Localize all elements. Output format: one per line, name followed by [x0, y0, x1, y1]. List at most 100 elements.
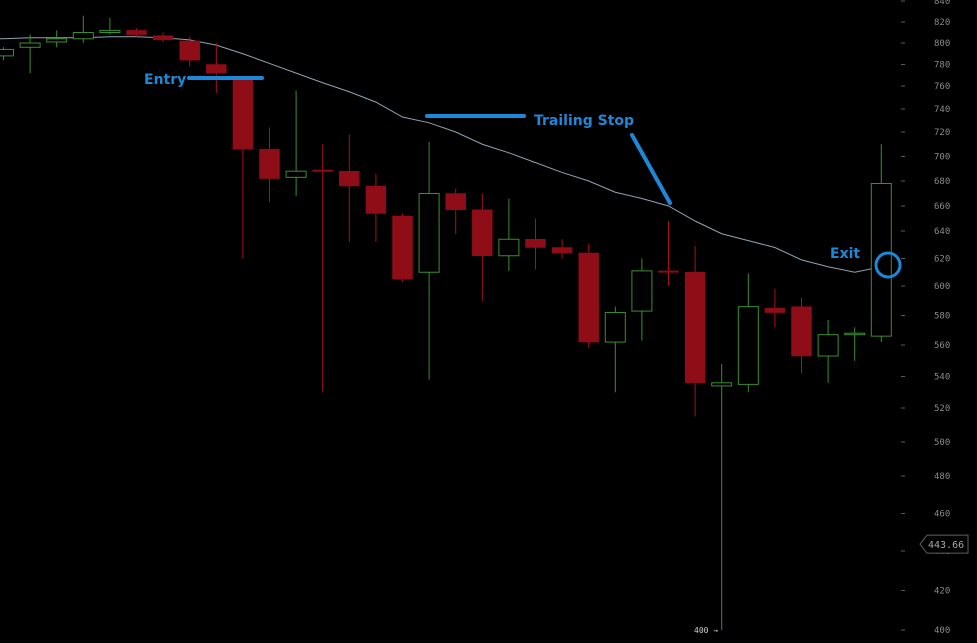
candle-body-down: [658, 270, 679, 273]
candle: [844, 327, 866, 361]
candle-body-down: [578, 252, 599, 343]
tick-label: 680: [934, 177, 950, 187]
candle: [312, 144, 333, 393]
candle-body-down: [684, 272, 706, 384]
candle: [817, 319, 839, 383]
candle-body-up: [19, 42, 41, 48]
candle-body-down: [152, 35, 174, 41]
price-badge: 443.66: [928, 540, 964, 551]
candle: [870, 144, 892, 343]
candle-body-down: [445, 193, 466, 210]
candle: [0, 47, 14, 61]
candle-body-up: [72, 32, 94, 40]
candle: [711, 363, 733, 630]
candle: [578, 243, 599, 349]
candle-body-down: [339, 170, 360, 187]
candle: [126, 28, 147, 37]
low-price-label: 400 →: [694, 626, 718, 635]
candle: [339, 134, 360, 242]
candle: [179, 36, 200, 67]
entry-label: Entry: [144, 72, 186, 88]
candle: [791, 297, 812, 374]
moving-average-line: [0, 36, 882, 273]
tick-label: 780: [934, 61, 950, 71]
candle: [684, 246, 706, 417]
tick-label: 520: [934, 404, 950, 414]
candle: [365, 173, 387, 242]
candle-body-down: [551, 247, 573, 254]
candle: [604, 306, 626, 393]
candle-body-down: [472, 209, 493, 256]
candle-body-up: [99, 29, 121, 33]
candles-layer: [0, 15, 892, 630]
candle: [46, 30, 68, 48]
candle: [418, 141, 440, 380]
tick-label: 800: [934, 39, 950, 49]
candle-body-up: [737, 306, 759, 385]
candle: [472, 193, 493, 301]
candle-body-down: [392, 215, 413, 280]
candle-body-up: [418, 193, 440, 273]
candle-body-down: [764, 307, 786, 313]
candle: [259, 127, 280, 203]
candle: [764, 288, 786, 328]
tick-label: 400: [934, 626, 950, 636]
candle: [631, 258, 653, 341]
tick-label: 700: [934, 153, 950, 163]
annotations-layer: Entry Trailing Stop Exit 400 →: [144, 72, 902, 635]
candle-body-down: [791, 306, 812, 357]
candle: [445, 188, 466, 234]
candle: [72, 15, 94, 43]
candle-body-up: [604, 312, 626, 343]
candle-body-down: [126, 30, 147, 35]
tick-label: 660: [934, 202, 950, 212]
tick-label: 540: [934, 373, 950, 383]
tick-label: 560: [934, 341, 950, 351]
trailing-stop-label: Trailing Stop: [534, 113, 634, 129]
tick-label: 580: [934, 312, 950, 322]
candle: [551, 239, 573, 259]
trailing-stop-pointer: [630, 133, 672, 205]
candle-body-up: [711, 382, 733, 387]
candle: [392, 213, 413, 282]
candle: [152, 32, 174, 42]
candle-body-up: [0, 48, 14, 57]
tick-label: 500: [934, 438, 950, 448]
candle: [19, 34, 41, 74]
tick-label: 820: [934, 18, 950, 28]
candle: [658, 221, 679, 286]
candle-body-down: [232, 78, 254, 150]
exit-label: Exit: [830, 246, 860, 262]
candle-body-up: [498, 238, 520, 257]
tick-label: 740: [934, 105, 950, 115]
candle: [285, 90, 307, 196]
candle: [206, 43, 227, 93]
moving-average-layer: [0, 36, 882, 273]
price-badge-frame: [919, 534, 969, 554]
candle-body-down: [312, 169, 333, 172]
candle-body-up: [817, 334, 839, 357]
candle: [99, 17, 121, 35]
candle-body-up: [46, 38, 68, 43]
tick-label: 760: [934, 82, 950, 92]
candle: [498, 198, 520, 271]
tick-label: 600: [934, 282, 950, 292]
candle-body-down: [525, 239, 546, 248]
candle: [737, 273, 759, 393]
candle: [525, 218, 546, 270]
candle: [232, 77, 254, 259]
tick-label: 420: [934, 587, 950, 597]
candle-body-down: [259, 148, 280, 179]
tick-label: 640: [934, 227, 950, 237]
tick-label: 620: [934, 255, 950, 265]
tick-label: 460: [934, 510, 950, 520]
candle-body-down: [206, 64, 227, 74]
price-axis: 840 820 800 780 760 740 720 700 680 660 640 620 600 5…: [901, 0, 969, 636]
candle-body-up: [285, 170, 307, 178]
tick-label: 840: [934, 0, 950, 7]
exit-marker: [874, 251, 902, 279]
candle-body-down: [179, 40, 200, 61]
candle-body-up: [631, 270, 653, 312]
tick-label: 720: [934, 128, 950, 138]
